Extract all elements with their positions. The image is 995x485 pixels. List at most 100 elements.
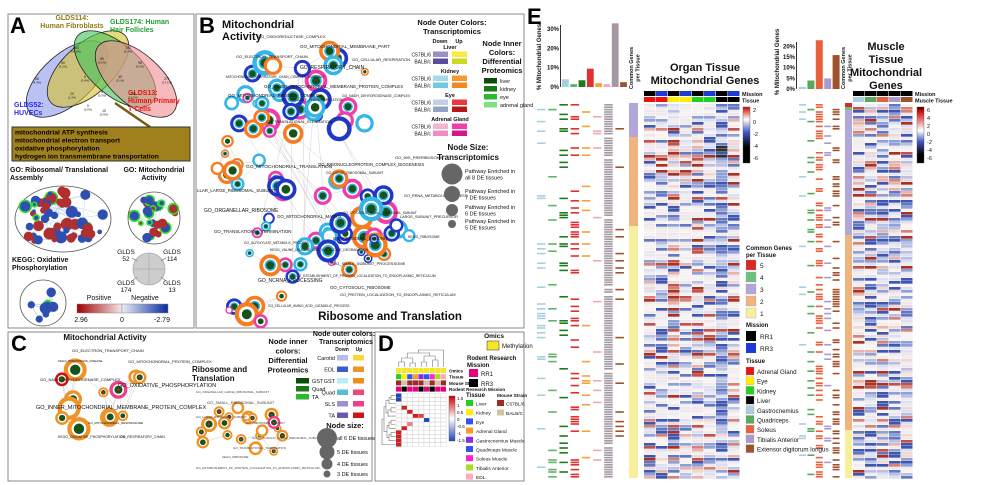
heatmap-cell <box>680 473 692 476</box>
heatmap-cell <box>680 329 692 332</box>
heatmap-cell <box>877 224 889 227</box>
heatmap-cell <box>901 149 913 152</box>
heatmap-cell <box>865 455 877 458</box>
heatmap-cell <box>728 302 740 305</box>
tissue-mark <box>604 269 613 272</box>
heatmap-cell <box>680 305 692 308</box>
heatmap-cell <box>889 296 901 299</box>
heatmap-cell <box>704 338 716 341</box>
heatmap-cell <box>656 140 668 143</box>
bar <box>578 80 586 87</box>
heatmap-cell <box>644 272 656 275</box>
heatmap-cell <box>680 452 692 455</box>
legend-title: Transcriptomics <box>437 153 499 162</box>
legend-swatch-down <box>337 412 348 418</box>
heatmap-cell <box>704 143 716 146</box>
heatmap-cell <box>680 107 692 110</box>
heatmap-cell <box>644 404 656 407</box>
colorbar <box>742 106 751 164</box>
heatmap-cell <box>644 143 656 146</box>
heatmap-cell <box>889 305 901 308</box>
heatmap-cell <box>668 107 680 110</box>
heatmap-cell <box>716 206 728 209</box>
network-node <box>252 153 266 168</box>
heatmap-cell <box>656 326 668 329</box>
heatmap-cell <box>412 426 419 431</box>
legend-item-label: Quad <box>312 387 325 393</box>
tissue-mark <box>581 430 591 432</box>
heatmap-cell <box>656 350 668 353</box>
heatmap-cell <box>680 224 692 227</box>
heatmap-cell <box>656 113 668 116</box>
heatmap-cell <box>644 125 656 128</box>
heatmap-cell <box>704 233 716 236</box>
heatmap-cell <box>656 278 668 281</box>
heatmap-cell <box>889 383 901 386</box>
heatmap-cell <box>644 320 656 323</box>
heatmap-cell <box>853 173 865 176</box>
heatmap-cell <box>716 293 728 296</box>
heatmap-cell <box>680 167 692 170</box>
heatmap-cell <box>656 353 668 356</box>
go-term-label: GO_ELECTRON_TRANSPORT_CHAIN <box>236 54 308 59</box>
network-node <box>27 301 35 309</box>
heatmap-cell <box>728 470 740 473</box>
heatmap-cell <box>728 137 740 140</box>
heatmap-cell <box>901 116 913 119</box>
heatmap-cell <box>853 269 865 272</box>
network-node-core <box>264 224 268 229</box>
heatmap-cell <box>877 347 889 350</box>
heatmap-cell <box>901 218 913 221</box>
heatmap-cell <box>889 113 901 116</box>
legend-size-circle <box>319 444 335 460</box>
heatmap-cell <box>680 170 692 173</box>
heatmap-cell <box>644 428 656 431</box>
network-node <box>263 56 283 76</box>
heatmap-cell <box>395 413 402 418</box>
heatmap-cell <box>853 104 865 107</box>
heatmap-cell <box>853 320 865 323</box>
tissue-mark <box>570 461 580 464</box>
heatmap-cell <box>668 392 680 395</box>
heatmap-cell <box>889 398 901 401</box>
heatmap-cell <box>877 176 889 179</box>
heatmap-cell <box>704 419 716 422</box>
heatmap-cell <box>644 113 656 116</box>
heatmap-cell <box>853 476 865 479</box>
heatmap-cell <box>692 344 704 347</box>
heatmap-cell <box>877 392 889 395</box>
go-term-label: GO_ELECTRON_TRANSPORT_CHAIN <box>72 348 144 353</box>
heatmap-cell <box>656 380 668 383</box>
legend-size-circle <box>441 163 463 185</box>
go-term-label: GO_SMALL_RIBOSOMAL_SUBUNIT <box>207 400 275 405</box>
heatmap-cell <box>716 215 728 218</box>
tissue-mark <box>570 346 580 348</box>
colorbar-tick: -2 <box>753 132 758 138</box>
heatmap-cell <box>656 107 668 110</box>
network-node <box>65 205 78 218</box>
heatmap-cell <box>656 194 668 197</box>
tissue-mark <box>832 394 840 396</box>
heatmap-cell <box>901 344 913 347</box>
heatmap-cell <box>692 299 704 302</box>
heatmap-cell <box>704 260 716 263</box>
legend-title: Colors: <box>489 48 515 57</box>
heatmap-cell <box>877 209 889 212</box>
heatmap-cell <box>429 397 436 402</box>
heatmap-cell <box>668 428 680 431</box>
heatmap-cell <box>704 245 716 248</box>
heatmap-cell <box>704 227 716 230</box>
heatmap-cell <box>901 242 913 245</box>
heatmap-cell <box>853 224 865 227</box>
heatmap-cell <box>877 416 889 419</box>
heatmap-cell <box>692 197 704 200</box>
heatmap-cell <box>644 437 656 440</box>
heatmap-cell <box>704 302 716 305</box>
heatmap-cell <box>656 470 668 473</box>
heatmap-cell <box>668 383 680 386</box>
heatmap-cell <box>853 353 865 356</box>
tissue-mark <box>815 368 823 370</box>
tissue-mark <box>570 310 580 312</box>
heatmap-cell <box>877 332 889 335</box>
heatmap-cell <box>889 227 901 230</box>
